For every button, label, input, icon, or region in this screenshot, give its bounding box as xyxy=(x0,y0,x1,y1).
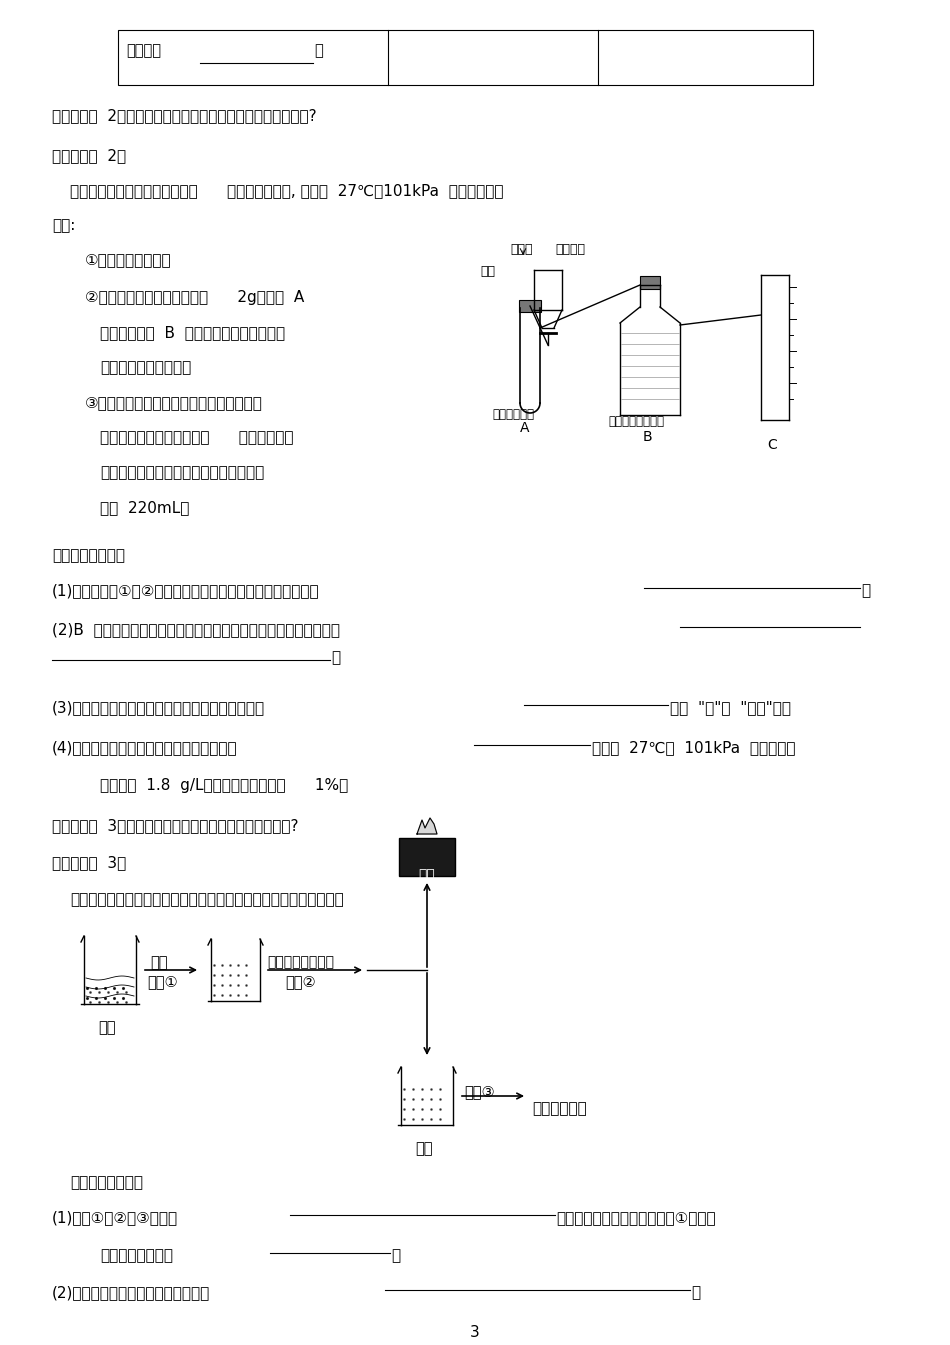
Text: ；: ； xyxy=(691,1284,700,1301)
Text: 溶液  220mL。: 溶液 220mL。 xyxy=(100,500,189,515)
Text: 溶液: 溶液 xyxy=(415,1141,432,1155)
Polygon shape xyxy=(417,818,437,834)
Text: 【实验探究  2】: 【实验探究 2】 xyxy=(52,148,126,163)
Text: (2)B  中集气瓶盛装的饱和的碳酸氢钠溶液不能用水代替，其理由是: (2)B 中集气瓶盛装的饱和的碳酸氢钠溶液不能用水代替，其理由是 xyxy=(52,621,340,638)
Text: ；: ； xyxy=(861,582,870,599)
Text: 活塞: 活塞 xyxy=(480,265,495,278)
Text: 固体: 固体 xyxy=(419,868,435,882)
Text: C: C xyxy=(768,438,777,452)
Bar xyxy=(399,838,455,876)
Text: (2)该实验中发生反应的化学方程式为: (2)该实验中发生反应的化学方程式为 xyxy=(52,1284,210,1301)
Text: 请回答下列问题：: 请回答下列问题： xyxy=(52,547,125,564)
Text: ，为了使样品充分溶解，操作①中还要: ，为了使样品充分溶解，操作①中还要 xyxy=(556,1210,715,1225)
Text: (4)变质氢氧化钠样品中碳酸钠的质量分数为: (4)变质氢氧化钠样品中碳酸钠的质量分数为 xyxy=(52,740,238,755)
Text: ；: ； xyxy=(314,43,323,58)
Text: 应结束后，量筒中收集到饱和的碳酸氢钠: 应结束后，量筒中收集到饱和的碳酸氢钠 xyxy=(100,465,264,480)
Text: 如下:: 如下: xyxy=(52,218,75,233)
Text: 稀硫酸滴入试管中至过量，      关闭活塞。反: 稀硫酸滴入试管中至过量， 关闭活塞。反 xyxy=(100,430,294,445)
Text: 饱和碳酸氢钠溶液: 饱和碳酸氢钠溶液 xyxy=(608,416,664,428)
Text: (1)在实验步骤①和②之间，还缺少一实验步骤，该实验步骤是: (1)在实验步骤①和②之间，还缺少一实验步骤，该实验步骤是 xyxy=(52,582,319,599)
Bar xyxy=(118,30,813,85)
Text: 操作①: 操作① xyxy=(147,974,178,989)
Text: 【实验探究  3】: 【实验探究 3】 xyxy=(52,855,126,870)
Bar xyxy=(640,276,660,289)
Text: 中试管内，向  B  中集气瓶中倒入饱和的碳: 中试管内，向 B 中集气瓶中倒入饱和的碳 xyxy=(100,325,285,340)
Text: 氢氧化钠固体: 氢氧化钠固体 xyxy=(532,1102,587,1116)
Text: 操作③: 操作③ xyxy=(464,1084,495,1099)
Text: 酸氢钠溶液至瓶颈处；: 酸氢钠溶液至瓶颈处； xyxy=(100,360,191,375)
Text: ；: ； xyxy=(391,1248,400,1263)
Text: 滤液加入: 滤液加入 xyxy=(126,43,161,58)
Text: ②用托盘天平准确称取该样品      2g，放入  A: ②用托盘天平准确称取该样品 2g，放入 A xyxy=(85,291,304,305)
Text: （填  "有"或  "没有"）。: （填 "有"或 "没有"）。 xyxy=(670,699,791,716)
Text: B: B xyxy=(642,430,652,444)
Text: (1)操作①、②、③分别是: (1)操作①、②、③分别是 xyxy=(52,1210,179,1225)
Text: 加水: 加水 xyxy=(150,955,167,970)
Text: A: A xyxy=(521,421,530,434)
Text: 操作②: 操作② xyxy=(285,974,315,989)
Text: 【提出问题  3】怎样提纯该样品得到纯净的氢氧化钠固体?: 【提出问题 3】怎样提纯该样品得到纯净的氢氧化钠固体? xyxy=(52,818,298,833)
Text: ；: ； xyxy=(331,650,340,664)
Text: 用到的玻璃仪器是: 用到的玻璃仪器是 xyxy=(100,1248,173,1263)
Text: 3: 3 xyxy=(470,1325,480,1340)
Text: 【提出问题  2】如何测量该部分变质样品中碳酸钠的质量分数?: 【提出问题 2】如何测量该部分变质样品中碳酸钠的质量分数? xyxy=(52,108,316,122)
Text: 样品: 样品 xyxy=(98,1020,116,1036)
Bar xyxy=(519,300,541,312)
Text: ③向分液漏斗中加入稀硫酸，打开活塞，让: ③向分液漏斗中加入稀硫酸，打开活塞，让 xyxy=(85,395,263,410)
Text: 请回答下列问题：: 请回答下列问题： xyxy=(70,1176,143,1190)
Text: 加入适量某种试剂: 加入适量某种试剂 xyxy=(267,955,334,968)
Text: 稀硫酸: 稀硫酸 xyxy=(510,243,533,256)
Text: (3)试管中原有的空气对实验结果是否有明显影响？: (3)试管中原有的空气对实验结果是否有明显影响？ xyxy=(52,699,265,716)
Text: ①按图连接好装置；: ①按图连接好装置； xyxy=(85,252,172,268)
Text: 为得到纯净的氢氧化钠固体，小亮明设计了如下图所示的实验流程。: 为得到纯净的氢氧化钠固体，小亮明设计了如下图所示的实验流程。 xyxy=(70,892,344,907)
Text: 。（在  27℃，  101kPa  时二氧化碳: 。（在 27℃， 101kPa 时二氧化碳 xyxy=(592,740,795,755)
Text: 氢氧化钠样品: 氢氧化钠样品 xyxy=(492,408,534,421)
Text: 小红同学设计如右图所示的装置      （铁架台略去）, 实验在  27℃，101kPa  下进行，步骤: 小红同学设计如右图所示的装置 （铁架台略去）, 实验在 27℃，101kPa 下… xyxy=(70,183,504,198)
Text: 分液漏斗: 分液漏斗 xyxy=(555,243,585,256)
Text: 的密度为  1.8  g/L）（计算结果精确至      1%）: 的密度为 1.8 g/L）（计算结果精确至 1%） xyxy=(100,777,349,794)
